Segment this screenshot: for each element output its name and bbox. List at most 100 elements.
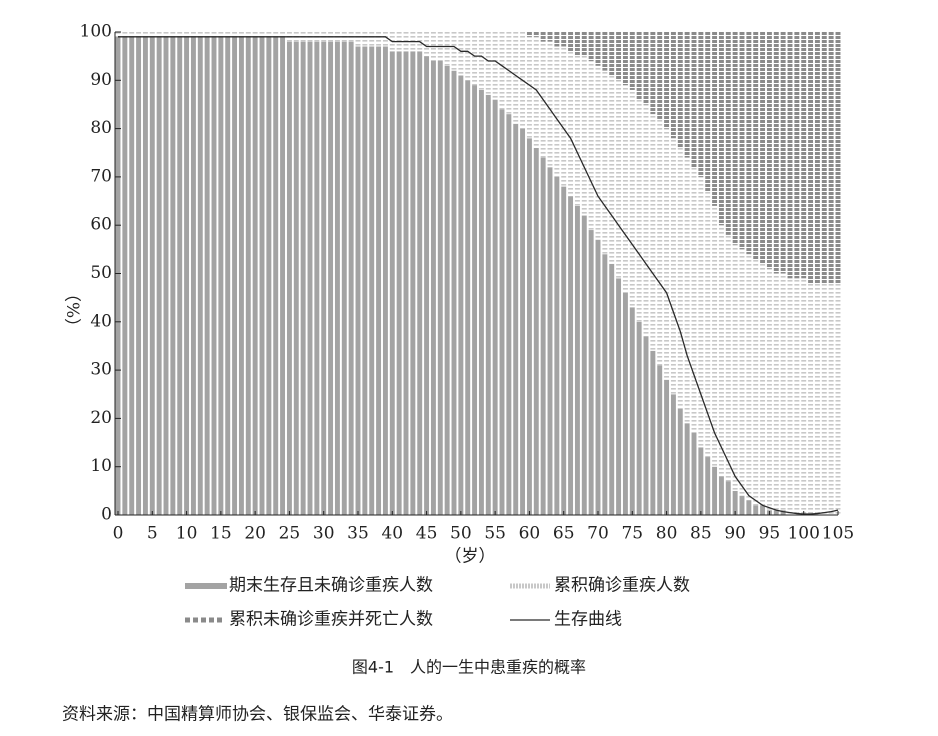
bar-segment — [574, 56, 580, 206]
bar-segment — [602, 70, 608, 255]
bar-segment — [718, 225, 724, 477]
bar-segment — [561, 46, 567, 187]
bar-segment — [629, 89, 635, 308]
x-tick-label: 15 — [210, 524, 232, 544]
x-tick-label: 35 — [347, 524, 369, 544]
bar-segment — [362, 46, 368, 516]
bar-segment — [657, 32, 663, 119]
bar-segment — [664, 379, 670, 515]
bar-segment — [252, 32, 258, 37]
bar-segment — [746, 500, 752, 515]
bar-segment — [595, 239, 601, 515]
bar-segment — [705, 32, 711, 192]
bar-segment — [568, 32, 574, 52]
legend-label: 累积确诊重疾人数 — [554, 576, 690, 596]
bar-segment — [712, 32, 718, 206]
bar-segment — [259, 36, 265, 516]
bar-segment — [718, 32, 724, 226]
bar-segment — [492, 32, 498, 100]
bar-segment — [499, 109, 505, 515]
bar-segment — [129, 36, 135, 516]
bar-segment — [746, 254, 752, 501]
bar-segment — [218, 32, 224, 37]
bar-segment — [533, 36, 539, 148]
bar-segment — [650, 350, 656, 515]
bar-segment — [382, 32, 388, 47]
bar-segment — [184, 32, 190, 37]
bar-segment — [211, 36, 217, 516]
bar-segment — [280, 36, 286, 516]
bar-segment — [122, 36, 128, 516]
bar-segment — [794, 32, 800, 279]
bar-segment — [506, 114, 512, 516]
bar-segment — [691, 432, 697, 515]
bar-segment — [574, 205, 580, 515]
bar-segment — [801, 278, 807, 515]
bar-segment — [698, 447, 704, 515]
bar-segment — [115, 32, 121, 37]
x-tick-label: 90 — [724, 524, 746, 544]
bar-segment — [588, 230, 594, 515]
bar-segment — [835, 32, 841, 284]
x-tick-label: 25 — [279, 524, 301, 544]
bar-segment — [732, 32, 738, 245]
bar-segment — [753, 32, 759, 260]
x-tick-label: 20 — [244, 524, 266, 544]
bar-segment — [465, 32, 471, 81]
bar-segment — [787, 32, 793, 279]
bar-segment — [561, 32, 567, 47]
bar-segment — [190, 32, 196, 37]
bar-segment — [691, 167, 697, 433]
bar-segment — [211, 32, 217, 37]
bar-segment — [760, 505, 766, 515]
x-tick-label: 0 — [113, 524, 124, 544]
bar-segment — [485, 32, 491, 95]
bar-segment — [382, 46, 388, 516]
bar-segment — [472, 85, 478, 515]
bar-segment — [828, 283, 834, 515]
bar-segment — [403, 51, 409, 515]
bar-segment — [732, 244, 738, 491]
bar-segment — [773, 510, 779, 515]
bar-segment — [801, 32, 807, 279]
bar-segment — [232, 32, 238, 37]
bar-segment — [636, 99, 642, 322]
bar-segment — [540, 157, 546, 515]
bar-segment — [712, 466, 718, 515]
x-tick-label: 85 — [690, 524, 712, 544]
bar-segment — [780, 510, 786, 515]
bar-segment — [698, 32, 704, 177]
bar-segment — [773, 273, 779, 511]
bar-segment — [794, 278, 800, 515]
bar-segment — [424, 56, 430, 516]
bar-segment — [670, 394, 676, 515]
bar-segment — [499, 32, 505, 110]
bar-segment — [650, 114, 656, 351]
bar-segment — [526, 32, 532, 37]
bar-segment — [286, 41, 292, 515]
bar-segment — [821, 283, 827, 515]
bar-segment — [691, 32, 697, 168]
bar-segment — [643, 104, 649, 337]
bar-segment — [780, 273, 786, 511]
bar-segment — [814, 283, 820, 515]
y-tick-label: 80 — [90, 118, 112, 138]
x-tick-label: 100 — [787, 524, 819, 544]
bar-segment — [773, 32, 779, 274]
bar-segment — [115, 36, 121, 516]
bar-segment — [197, 32, 203, 37]
bar-segment — [725, 234, 731, 482]
bar-segment — [341, 41, 347, 515]
bar-segment — [451, 70, 457, 515]
bar-segment — [821, 32, 827, 284]
x-tick-label: 40 — [381, 524, 403, 544]
bar-segment — [677, 32, 683, 148]
bar-segment — [581, 32, 587, 57]
bar-segment — [506, 32, 512, 115]
bar-segment — [355, 46, 361, 516]
bar-segment — [760, 32, 766, 264]
x-tick-label: 5 — [147, 524, 158, 544]
bar-segment — [280, 32, 286, 37]
y-tick-label: 90 — [90, 70, 112, 90]
bar-segment — [780, 32, 786, 274]
